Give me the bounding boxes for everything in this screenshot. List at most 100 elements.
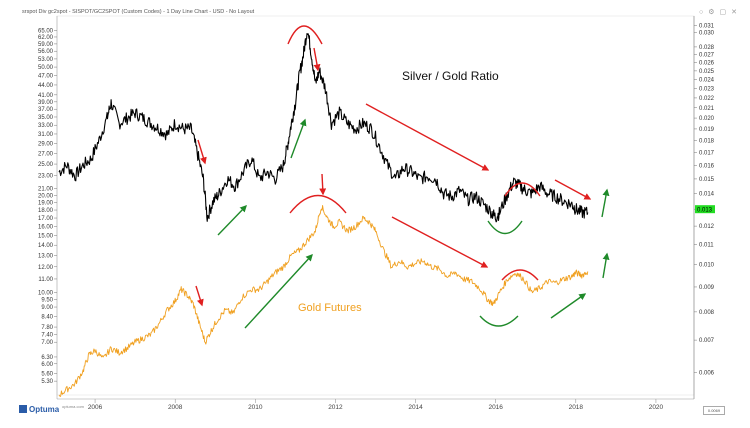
left-tick-label: 23.00 [38,174,54,180]
right-tick-label: 0.019 [699,127,715,133]
left-tick-label: 50.00 [38,65,54,71]
x-tick-label: 2008 [168,404,183,411]
left-tick-label: 6.00 [41,362,53,368]
left-tick-label: 59.00 [38,42,54,48]
minimize-icon[interactable]: ○ [698,9,709,16]
red-arrow-icon [197,139,207,165]
green-arc-icon [479,315,519,327]
green-arrow-icon [602,252,610,279]
green-arrow-icon [550,293,587,319]
annotation-gold-futures: Gold Futures [298,302,362,314]
right-tick-label: 0.025 [699,69,715,75]
green-arc-icon [487,220,523,235]
left-tick-label: 41.00 [38,93,54,99]
right-tick-label: 0.007 [699,338,715,344]
close-icon[interactable]: ✕ [731,9,742,16]
left-tick-label: 14.00 [38,243,54,249]
x-tick-label: 2012 [328,404,343,411]
red-arrow-icon [391,216,489,268]
left-tick-label: 7.80 [41,325,53,331]
right-tick-label: 0.008 [699,310,715,316]
axes: 2006 2008 2010 2012 2014 2016 2018 2020 65.0062.… [38,16,715,411]
annotations: Silver / Gold Ratio Gold Futures [195,25,610,329]
left-tick-label: 5.60 [41,371,53,377]
left-tick-label: 9.50 [41,297,53,303]
left-tick-label: 15.00 [38,234,54,240]
plot-frame [56,15,695,396]
green-arrow-icon [244,253,313,329]
x-tick-label: 2006 [88,404,103,411]
left-tick-label: 12.00 [38,265,54,271]
right-tick-label: 0.020 [699,116,715,122]
left-tick-label: 8.40 [41,315,53,321]
left-tick-label: 53.00 [38,57,54,63]
left-tick-label: 37.00 [38,107,54,113]
x-tick-label: 2016 [488,404,503,411]
left-tick-label: 20.00 [38,193,54,199]
right-tick-label: 0.021 [699,106,715,112]
left-tick-label: 7.40 [41,332,53,338]
left-tick-label: 65.00 [38,28,54,34]
logo-mark-icon [19,405,27,413]
right-tick-label: 0.030 [699,30,715,36]
left-tick-label: 27.00 [38,151,54,157]
left-tick-label: 44.00 [38,83,54,89]
settings-icon[interactable]: ⚙ [708,9,720,16]
left-tick-label: 31.00 [38,132,54,138]
x-tick-label: 2010 [248,404,263,411]
green-arrow-icon [217,204,247,236]
red-arrow-icon [554,179,592,200]
left-tick-label: 29.00 [38,141,54,147]
annotation-silver-gold-ratio: Silver / Gold Ratio [402,69,499,83]
zoom-level[interactable]: 0.0069 [703,406,725,415]
green-arrow-icon [290,118,307,159]
right-tick-label: 0.015 [699,177,715,183]
right-tick-label: 0.026 [699,61,715,67]
left-tick-label: 56.00 [38,49,54,55]
x-tick-label: 2018 [569,404,584,411]
red-arrow-icon [365,103,490,171]
red-arc-icon [287,25,323,45]
red-arc-icon [504,182,541,197]
right-tick-label: 0.009 [699,285,715,291]
right-tick-label: 0.011 [699,243,714,249]
x-tick-label: 2014 [408,404,423,411]
right-tick-label: 0.024 [699,78,715,84]
right-tick-label: 0.023 [699,87,715,93]
right-tick-label: 0.012 [699,224,715,230]
left-tick-label: 25.00 [38,162,54,168]
red-arc-icon [501,269,539,281]
red-arrow-icon [313,47,321,72]
green-arrow-icon [601,188,610,218]
right-tick-label: 0.028 [699,45,715,51]
current-value-tag [695,205,715,214]
left-tick-label: 6.30 [41,355,53,361]
maximize-icon[interactable]: ▢ [719,9,732,16]
left-tick-label: 7.00 [41,340,53,346]
chart-header-title: srspot Div gc2spot - SISPOT/GC2SPOT (Cus… [22,9,255,15]
left-tick-label: 13.00 [38,254,54,260]
right-tick-label: 0.017 [699,150,715,156]
left-tick-label: 35.00 [38,115,54,121]
left-tick-label: 10.00 [38,290,54,296]
gridlines [56,15,695,396]
left-tick-label: 16.00 [38,225,54,231]
left-tick-label: 18.00 [38,208,54,214]
left-tick-label: 9.00 [41,305,53,311]
series-line-gold-futures [58,205,589,397]
right-tick-label: 0.010 [699,263,715,269]
current-value-label: 0.013 [697,208,713,214]
left-tick-label: 62.00 [38,35,54,41]
right-tick-label: 0.014 [699,192,715,198]
right-tick-label: 0.031 [699,23,715,29]
right-tick-label: 0.006 [699,371,715,377]
brand-url: optuma.com [62,404,85,409]
red-arc-icon [289,195,347,214]
red-arrow-icon [319,173,327,196]
left-tick-label: 19.00 [38,200,54,206]
left-tick-label: 11.00 [38,277,53,283]
right-tick-label: 0.022 [699,96,715,102]
series-line-silver-gold-ratio [58,32,589,223]
right-tick-label: 0.027 [699,53,715,59]
